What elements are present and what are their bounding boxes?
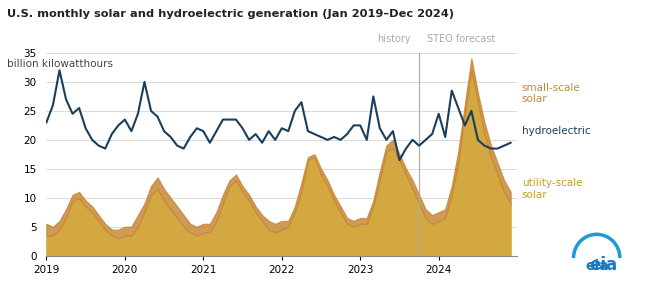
Text: eia: eia (589, 255, 617, 274)
Text: hydroelectric: hydroelectric (522, 126, 591, 136)
Text: STEO forecast: STEO forecast (427, 34, 495, 44)
Text: billion kilowatthours: billion kilowatthours (7, 59, 113, 69)
Text: U.S. monthly solar and hydroelectric generation (Jan 2019–Dec 2024): U.S. monthly solar and hydroelectric gen… (7, 9, 453, 19)
Text: history: history (378, 34, 411, 44)
Text: eia: eia (585, 259, 609, 273)
Text: utility-scale
solar: utility-scale solar (522, 178, 583, 200)
Text: small-scale
solar: small-scale solar (522, 83, 581, 104)
